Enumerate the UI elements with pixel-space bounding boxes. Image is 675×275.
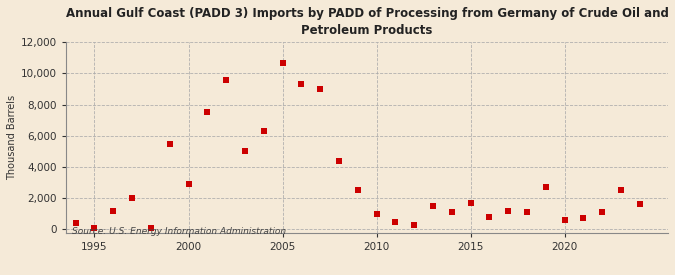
Point — [277, 60, 288, 65]
Point — [89, 226, 100, 230]
Point — [70, 221, 81, 226]
Point — [240, 149, 250, 154]
Point — [616, 188, 626, 192]
Point — [221, 78, 232, 82]
Text: Source: U.S. Energy Information Administration: Source: U.S. Energy Information Administ… — [72, 227, 286, 236]
Point — [164, 141, 175, 146]
Point — [484, 215, 495, 219]
Point — [541, 185, 551, 189]
Point — [409, 222, 420, 227]
Point — [146, 226, 157, 230]
Point — [202, 110, 213, 115]
Point — [352, 188, 363, 192]
Point — [315, 87, 325, 91]
Title: Annual Gulf Coast (PADD 3) Imports by PADD of Processing from Germany of Crude O: Annual Gulf Coast (PADD 3) Imports by PA… — [65, 7, 669, 37]
Point — [465, 201, 476, 205]
Point — [427, 204, 438, 208]
Point — [597, 210, 608, 214]
Point — [259, 129, 269, 133]
Point — [183, 182, 194, 186]
Point — [634, 202, 645, 207]
Point — [127, 196, 138, 200]
Point — [108, 208, 119, 213]
Point — [296, 82, 306, 87]
Point — [390, 219, 401, 224]
Point — [578, 216, 589, 221]
Point — [371, 212, 382, 216]
Y-axis label: Thousand Barrels: Thousand Barrels — [7, 95, 17, 180]
Point — [333, 159, 344, 163]
Point — [559, 218, 570, 222]
Point — [503, 208, 514, 213]
Point — [522, 210, 533, 214]
Point — [446, 210, 457, 214]
